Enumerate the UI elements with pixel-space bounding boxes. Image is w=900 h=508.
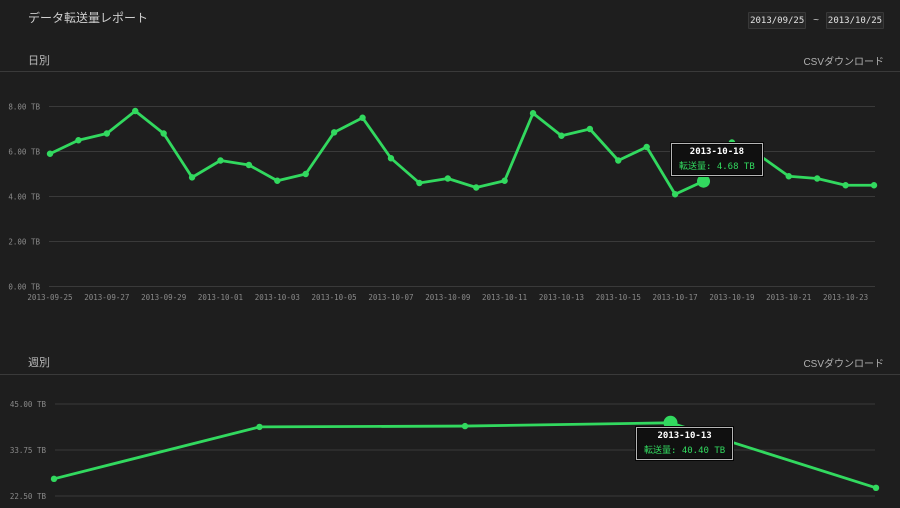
x-axis-tick-label: 2013-10-23 bbox=[823, 293, 868, 302]
y-axis-tick-label: 4.00 TB bbox=[8, 193, 40, 202]
data-point[interactable] bbox=[50, 475, 58, 483]
data-point[interactable] bbox=[330, 129, 338, 136]
data-point[interactable] bbox=[872, 484, 880, 492]
daily-chart[interactable]: 8.00 TB6.00 TB4.00 TB2.00 TB0.00 TB2013-… bbox=[0, 86, 900, 308]
x-axis-tick-label: 2013-10-15 bbox=[596, 293, 641, 302]
data-point[interactable] bbox=[461, 422, 469, 430]
data-point[interactable] bbox=[785, 173, 792, 180]
data-point[interactable] bbox=[387, 155, 395, 162]
y-axis-tick-label: 8.00 TB bbox=[8, 103, 40, 112]
data-point[interactable] bbox=[75, 137, 82, 144]
data-point[interactable] bbox=[558, 132, 565, 139]
data-point[interactable] bbox=[444, 175, 451, 182]
data-point[interactable] bbox=[46, 150, 54, 157]
x-axis-tick-label: 2013-10-03 bbox=[255, 293, 300, 302]
x-axis-tick-label: 2013-10-01 bbox=[198, 293, 243, 302]
data-point[interactable] bbox=[245, 161, 253, 169]
x-axis-tick-label: 2013-09-25 bbox=[27, 293, 72, 302]
weekly-section-separator bbox=[0, 374, 900, 375]
x-axis-tick-label: 2013-10-05 bbox=[312, 293, 357, 302]
data-point[interactable] bbox=[103, 130, 111, 137]
daily-section-separator bbox=[0, 71, 900, 72]
y-axis-tick-label: 22.50 TB bbox=[10, 492, 47, 501]
x-axis-tick-label: 2013-09-29 bbox=[141, 293, 186, 302]
daily-tooltip: 2013-10-18 転送量: 4.68 TB bbox=[671, 143, 763, 176]
data-point[interactable] bbox=[586, 125, 594, 133]
date-range-picker: ~ bbox=[748, 12, 884, 29]
weekly-tooltip-date: 2013-10-13 bbox=[657, 431, 712, 441]
start-date-input[interactable] bbox=[748, 12, 807, 29]
daily-section-header: 日別 CSVダウンロード bbox=[0, 52, 900, 68]
data-point[interactable] bbox=[643, 143, 650, 151]
data-point[interactable] bbox=[160, 130, 167, 137]
highlighted-data-point[interactable] bbox=[697, 174, 711, 188]
daily-tooltip-date: 2013-10-18 bbox=[689, 147, 744, 157]
weekly-csv-download-link[interactable]: CSVダウンロード bbox=[803, 359, 884, 370]
data-point[interactable] bbox=[870, 182, 878, 189]
weekly-tooltip-value-label: 転送量: bbox=[644, 446, 677, 456]
data-point[interactable] bbox=[359, 114, 366, 121]
data-point[interactable] bbox=[529, 110, 537, 117]
data-point[interactable] bbox=[615, 157, 622, 164]
data-point[interactable] bbox=[188, 174, 196, 181]
y-axis-tick-label: 6.00 TB bbox=[8, 148, 40, 157]
data-point[interactable] bbox=[842, 182, 849, 189]
data-point[interactable] bbox=[217, 157, 224, 164]
daily-tooltip-value-label: 転送量: bbox=[679, 162, 712, 172]
data-point[interactable] bbox=[132, 107, 139, 115]
y-axis-tick-label: 0.00 TB bbox=[8, 283, 40, 292]
x-axis-tick-label: 2013-10-09 bbox=[425, 293, 470, 302]
data-point[interactable] bbox=[416, 179, 423, 187]
data-point[interactable] bbox=[671, 191, 679, 198]
daily-csv-download-link[interactable]: CSVダウンロード bbox=[803, 57, 884, 68]
highlighted-data-point[interactable] bbox=[663, 415, 678, 430]
y-axis-tick-label: 33.75 TB bbox=[10, 446, 47, 455]
x-axis-tick-label: 2013-09-27 bbox=[84, 293, 129, 302]
x-axis-tick-label: 2013-10-07 bbox=[368, 293, 413, 302]
data-point[interactable] bbox=[256, 423, 263, 431]
weekly-section-header: 週別 CSVダウンロード bbox=[0, 354, 900, 370]
weekly-tooltip: 2013-10-13 転送量: 40.40 TB bbox=[636, 427, 734, 460]
data-point[interactable] bbox=[501, 177, 508, 184]
data-point[interactable] bbox=[813, 175, 821, 182]
date-range-separator: ~ bbox=[813, 15, 819, 26]
x-axis-tick-label: 2013-10-21 bbox=[766, 293, 811, 302]
end-date-input[interactable] bbox=[826, 12, 884, 29]
y-axis-tick-label: 2.00 TB bbox=[8, 238, 40, 247]
series-line bbox=[52, 421, 878, 490]
data-point[interactable] bbox=[274, 177, 281, 184]
weekly-chart[interactable]: 45.00 TB 33.75 TB 22.50 TB bbox=[0, 396, 900, 508]
x-axis-tick-label: 2013-10-13 bbox=[539, 293, 584, 302]
daily-tooltip-value-amount: 4.68 TB bbox=[716, 162, 755, 172]
page-title: データ転送量レポート bbox=[28, 11, 149, 25]
data-point[interactable] bbox=[302, 170, 309, 178]
x-axis-tick-label: 2013-10-19 bbox=[709, 293, 754, 302]
weekly-tooltip-value: 転送量: 40.40 TB bbox=[644, 443, 725, 456]
y-axis-tick-label: 45.00 TB bbox=[10, 400, 47, 409]
daily-section-title: 日別 bbox=[28, 55, 50, 67]
data-point[interactable] bbox=[473, 184, 480, 191]
daily-tooltip-value: 転送量: 4.68 TB bbox=[679, 159, 755, 172]
x-axis-tick-label: 2013-10-11 bbox=[482, 293, 527, 302]
weekly-tooltip-value-amount: 40.40 TB bbox=[681, 446, 726, 456]
weekly-section-title: 週別 bbox=[28, 357, 50, 369]
x-axis-tick-label: 2013-10-17 bbox=[653, 293, 698, 302]
